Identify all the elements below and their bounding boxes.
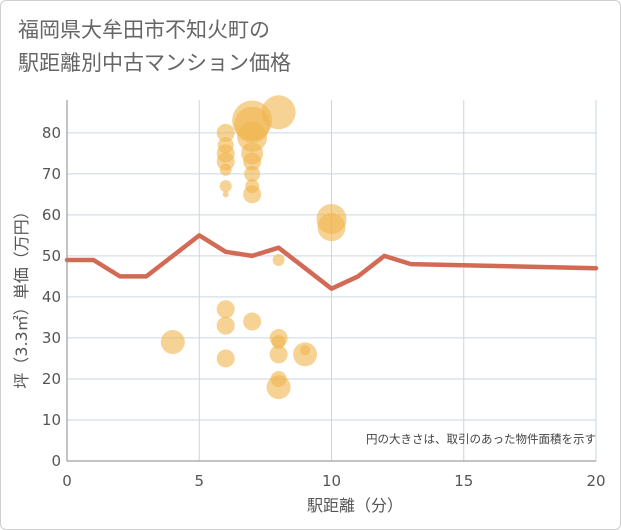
x-axis-label: 駅距離（分） (307, 496, 403, 515)
data-point (271, 335, 286, 350)
data-point (317, 213, 346, 242)
data-point (244, 165, 261, 182)
size-note: 円の大きさは、取引のあった物件面積を示す (366, 432, 596, 446)
y-tick-label: 20 (42, 370, 61, 388)
data-point (219, 180, 232, 193)
y-tick-label: 60 (42, 206, 61, 224)
data-point (160, 330, 185, 355)
x-tick-label: 0 (62, 472, 72, 490)
y-tick-label: 50 (42, 247, 61, 265)
data-point (222, 191, 229, 198)
data-point (300, 345, 311, 356)
data-point (261, 95, 296, 130)
x-tick-label: 5 (194, 472, 204, 490)
data-point (216, 123, 235, 142)
bubbles (160, 95, 347, 400)
data-point (216, 349, 235, 368)
data-point (272, 253, 285, 266)
axes: 0 10 20 30 40 50 60 70 80 0 5 10 15 20 (42, 100, 606, 490)
x-tick-label: 10 (322, 472, 341, 490)
data-point (237, 121, 268, 152)
y-tick-label: 30 (42, 329, 61, 347)
data-point (243, 185, 262, 204)
data-point (216, 316, 235, 335)
data-point (219, 163, 232, 176)
y-axis-label: 坪（3.3㎡）単価（万円） (12, 203, 31, 388)
y-tick-label: 40 (42, 288, 61, 306)
data-point (269, 345, 288, 364)
y-tick-label: 0 (51, 452, 61, 470)
chart-title: 福岡県大牟田市不知火町の 駅距離別中古マンション価格 (18, 14, 291, 80)
trend (64, 233, 599, 291)
trend-line (64, 233, 599, 291)
grid (67, 100, 597, 461)
data-point (266, 375, 291, 400)
data-point (216, 300, 235, 319)
y-tick-label: 10 (42, 411, 61, 429)
data-point (243, 312, 262, 331)
data-point (243, 152, 262, 171)
y-tick-label: 80 (42, 124, 61, 142)
chart-title-line2: 駅距離別中古マンション価格 (18, 51, 291, 75)
y-tick-label: 70 (42, 165, 61, 183)
x-tick-label: 20 (586, 472, 605, 490)
x-tick-label: 15 (454, 472, 473, 490)
chart-title-line1: 福岡県大牟田市不知火町の (18, 18, 270, 42)
